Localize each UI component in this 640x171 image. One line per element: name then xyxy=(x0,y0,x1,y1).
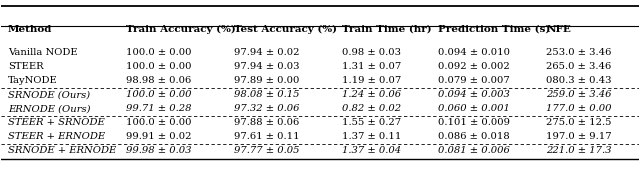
Text: 100.0 ± 0.00: 100.0 ± 0.00 xyxy=(125,90,191,99)
Text: 98.08 ± 0.15: 98.08 ± 0.15 xyxy=(234,90,300,99)
Text: TayNODE: TayNODE xyxy=(8,76,58,85)
Text: 080.3 ± 0.43: 080.3 ± 0.43 xyxy=(546,76,612,85)
Text: SRNODE + ERNODE: SRNODE + ERNODE xyxy=(8,146,116,155)
Text: ERNODE (Ours): ERNODE (Ours) xyxy=(8,104,90,113)
Text: 221.0 ± 17.3: 221.0 ± 17.3 xyxy=(546,146,612,155)
Text: 99.98 ± 0.03: 99.98 ± 0.03 xyxy=(125,146,191,155)
Text: 265.0 ± 3.46: 265.0 ± 3.46 xyxy=(546,62,611,71)
Text: 275.0 ± 12.5: 275.0 ± 12.5 xyxy=(546,118,612,127)
Text: 253.0 ± 3.46: 253.0 ± 3.46 xyxy=(546,48,612,57)
Text: 100.0 ± 0.00: 100.0 ± 0.00 xyxy=(125,118,191,127)
Text: 0.081 ± 0.006: 0.081 ± 0.006 xyxy=(438,146,510,155)
Text: 0.092 ± 0.002: 0.092 ± 0.002 xyxy=(438,62,509,71)
Text: NFE: NFE xyxy=(546,25,571,34)
Text: Method: Method xyxy=(8,25,52,34)
Text: 177.0 ± 0.00: 177.0 ± 0.00 xyxy=(546,104,612,113)
Text: 197.0 ± 9.17: 197.0 ± 9.17 xyxy=(546,132,612,141)
Text: 97.94 ± 0.03: 97.94 ± 0.03 xyxy=(234,62,300,71)
Text: 97.77 ± 0.05: 97.77 ± 0.05 xyxy=(234,146,300,155)
Text: 97.61 ± 0.11: 97.61 ± 0.11 xyxy=(234,132,300,141)
Text: 0.079 ± 0.007: 0.079 ± 0.007 xyxy=(438,76,509,85)
Text: 1.55 ± 0.27: 1.55 ± 0.27 xyxy=(342,118,401,127)
Text: 1.19 ± 0.07: 1.19 ± 0.07 xyxy=(342,76,401,85)
Text: STEER: STEER xyxy=(8,62,44,71)
Text: 97.32 ± 0.06: 97.32 ± 0.06 xyxy=(234,104,300,113)
Text: Test Accuracy (%): Test Accuracy (%) xyxy=(234,25,337,34)
Text: 259.0 ± 3.46: 259.0 ± 3.46 xyxy=(546,90,612,99)
Text: 1.24 ± 0.06: 1.24 ± 0.06 xyxy=(342,90,401,99)
Text: 100.0 ± 0.00: 100.0 ± 0.00 xyxy=(125,48,191,57)
Text: STEER + ERNODE: STEER + ERNODE xyxy=(8,132,105,141)
Text: 97.94 ± 0.02: 97.94 ± 0.02 xyxy=(234,48,300,57)
Text: STEER + SRNODE: STEER + SRNODE xyxy=(8,118,104,127)
Text: 97.89 ± 0.00: 97.89 ± 0.00 xyxy=(234,76,300,85)
Text: 100.0 ± 0.00: 100.0 ± 0.00 xyxy=(125,62,191,71)
Text: 1.31 ± 0.07: 1.31 ± 0.07 xyxy=(342,62,401,71)
Text: 98.98 ± 0.06: 98.98 ± 0.06 xyxy=(125,76,191,85)
Text: 0.086 ± 0.018: 0.086 ± 0.018 xyxy=(438,132,509,141)
Text: 0.094 ± 0.010: 0.094 ± 0.010 xyxy=(438,48,510,57)
Text: Train Accuracy (%): Train Accuracy (%) xyxy=(125,25,236,34)
Text: Prediction Time (s): Prediction Time (s) xyxy=(438,25,550,34)
Text: 1.37 ± 0.04: 1.37 ± 0.04 xyxy=(342,146,401,155)
Text: 0.094 ± 0.003: 0.094 ± 0.003 xyxy=(438,90,510,99)
Text: 99.91 ± 0.02: 99.91 ± 0.02 xyxy=(125,132,191,141)
Text: 0.060 ± 0.001: 0.060 ± 0.001 xyxy=(438,104,510,113)
Text: 0.101 ± 0.009: 0.101 ± 0.009 xyxy=(438,118,510,127)
Text: 0.98 ± 0.03: 0.98 ± 0.03 xyxy=(342,48,401,57)
Text: Train Time (hr): Train Time (hr) xyxy=(342,25,432,34)
Text: 0.82 ± 0.02: 0.82 ± 0.02 xyxy=(342,104,401,113)
Text: 99.71 ± 0.28: 99.71 ± 0.28 xyxy=(125,104,191,113)
Text: 1.37 ± 0.11: 1.37 ± 0.11 xyxy=(342,132,402,141)
Text: Vanilla NODE: Vanilla NODE xyxy=(8,48,77,57)
Text: SRNODE (Ours): SRNODE (Ours) xyxy=(8,90,90,99)
Text: 97.88 ± 0.06: 97.88 ± 0.06 xyxy=(234,118,300,127)
